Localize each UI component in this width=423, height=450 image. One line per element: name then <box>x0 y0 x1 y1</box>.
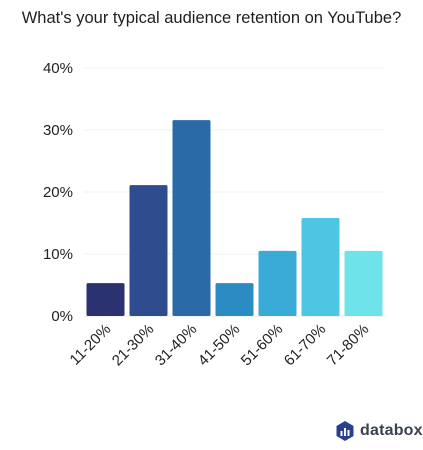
x-tick-label: 11-20% <box>67 321 115 369</box>
x-tick-label: 51-60% <box>238 321 287 370</box>
x-tick-label: 71-80% <box>324 321 373 370</box>
bar-21-30% <box>129 185 168 316</box>
bar-31-40% <box>172 120 211 316</box>
x-tick-label: 31-40% <box>152 321 201 370</box>
y-tick-label: 10% <box>43 246 73 263</box>
bar-41-50% <box>215 283 254 316</box>
bar-61-70% <box>301 218 340 316</box>
x-tick-label: 61-70% <box>281 321 330 370</box>
bars <box>86 120 383 316</box>
databox-branding: databox <box>336 420 423 442</box>
y-tick-label: 40% <box>43 60 73 77</box>
bar-51-60% <box>258 250 297 316</box>
chart-title: What's your typical audience retention o… <box>21 9 402 27</box>
y-axis: 0% 10% 20% 30% 40% <box>43 60 73 325</box>
x-axis: 11-20%21-30%31-40%41-50%51-60%61-70%71-8… <box>67 321 373 370</box>
y-tick-label: 0% <box>51 308 73 325</box>
x-tick-label: 41-50% <box>195 321 244 370</box>
bar-71-80% <box>344 250 383 316</box>
x-tick-label: 21-30% <box>109 321 158 370</box>
y-tick-label: 30% <box>43 122 73 139</box>
brand-name: databox <box>360 422 423 439</box>
gridlines <box>84 67 385 317</box>
y-tick-label: 20% <box>43 184 73 201</box>
bar-11-20% <box>86 283 125 316</box>
databox-logo-icon <box>336 421 354 441</box>
